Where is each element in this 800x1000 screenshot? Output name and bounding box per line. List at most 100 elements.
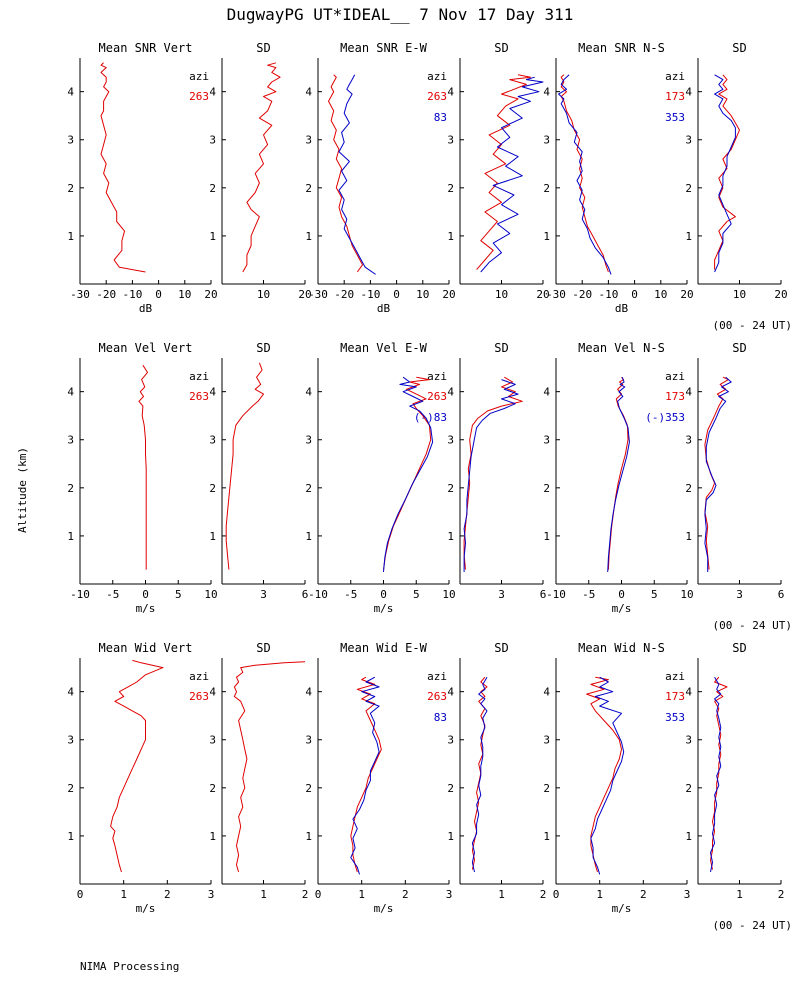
panel-2-2-ytick-label: 2 [209, 482, 216, 495]
panel-1-3-xtick-label: 0 [393, 288, 400, 301]
panel-1-3-xtick-label: -10 [360, 288, 380, 301]
panel-2-3-ytick-label: 4 [305, 386, 312, 399]
panel-2-1-title: Mean Vel Vert [99, 341, 193, 355]
panel-2-4-xtick-label: 3 [498, 588, 505, 601]
panel-2-5-title: Mean Vel N-S [578, 341, 665, 355]
panel-2-4-ytick-label: 2 [447, 482, 454, 495]
panel-2-5-xtick-label: -10 [546, 588, 566, 601]
panel-1-2-series-red [242, 62, 281, 273]
time-range-row-1: (00 - 24 UT) [713, 319, 792, 332]
panel-3-2-ytick-label: 3 [209, 734, 216, 747]
panel-2-6: SD 1 2 3 4 3 6 [685, 341, 784, 601]
panel-1-4-ytick-label: 3 [447, 134, 454, 147]
panel-2-6-ytick-label: 4 [685, 386, 692, 399]
panel-3-5-xtick-label: 1 [596, 888, 603, 901]
panel-1-3-xtick-label: -30 [308, 288, 328, 301]
panel-2-2: SD 1 2 3 4 3 6 [209, 341, 308, 601]
panel-3-3-xtick-label: 1 [358, 888, 365, 901]
panel-2-3-xtick-label: 10 [442, 588, 455, 601]
panel-3-5-ytick-label: 1 [543, 830, 550, 843]
panel-2-4-ytick-label: 4 [447, 386, 454, 399]
panel-1-3-ytick-label: 3 [305, 134, 312, 147]
panel-2-4-ytick-label: 3 [447, 434, 454, 447]
panel-2-1-azi-header: azi [189, 370, 209, 383]
panel-1-3-ytick-label: 1 [305, 230, 312, 243]
panel-1-1-ytick-label: 2 [67, 182, 74, 195]
panel-1-3-azi-header: azi [427, 70, 447, 83]
panel-1-2-xtick-label: 20 [298, 288, 311, 301]
panel-2-1-series-red [138, 364, 148, 570]
panel-1-4-series-red [476, 74, 531, 270]
panel-1-1-azi-red: 263 [189, 90, 209, 103]
time-range-row-3: (00 - 24 UT) [713, 919, 792, 932]
panel-2-6-ytick-label: 1 [685, 530, 692, 543]
panel-2-2-title: SD [256, 341, 270, 355]
panel-2-3-xtick-label: -5 [344, 588, 357, 601]
panel-3-6-series-red [710, 676, 728, 870]
panel-1-5-title: Mean SNR N-S [578, 41, 665, 55]
panel-2-2-ytick-label: 3 [209, 434, 216, 447]
panel-1-1-xtick-label: -20 [96, 288, 116, 301]
panel-3-5-xtick-label: 0 [553, 888, 560, 901]
panel-3-3-ytick-label: 1 [305, 830, 312, 843]
panel-3-4-xtick-label: 1 [498, 888, 505, 901]
panel-3-5-title: Mean Wid N-S [578, 641, 665, 655]
panel-2-5-ytick-label: 1 [543, 530, 550, 543]
panel-1-4-xtick-label: 20 [536, 288, 549, 301]
panel-3-2-xtick-label: 2 [302, 888, 309, 901]
panel-3-3-ytick-label: 4 [305, 686, 312, 699]
panel-3-1-azi-header: azi [189, 670, 209, 683]
panel-3-4-ytick-label: 1 [447, 830, 454, 843]
panel-3-6-title: SD [732, 641, 746, 655]
panel-3-3-xtick-label: 0 [315, 888, 322, 901]
panel-1-5-xtick-label: -30 [546, 288, 566, 301]
panel-2-2-xtick-label: 6 [302, 588, 309, 601]
panel-2-4-title: SD [494, 341, 508, 355]
panel-2-6-series-blue [704, 376, 732, 572]
panel-3-1-azi-red: 263 [189, 690, 209, 703]
panel-1-1: Mean SNR Vert 1 2 3 4 -30 -20 -10 0 10 20 dB azi 263 [67, 41, 217, 315]
panel-3-1-xtick-label: 1 [120, 888, 127, 901]
panel-3-4-title: SD [494, 641, 508, 655]
panel-1-5-series-blue [558, 74, 612, 275]
panel-2-5-series-red [607, 376, 629, 570]
panel-2-2-ytick-label: 1 [209, 530, 216, 543]
panel-1-1-ytick-label: 4 [67, 86, 74, 99]
panel-1-2-ytick-label: 3 [209, 134, 216, 147]
panel-1-3-azi-red: 263 [427, 90, 447, 103]
panel-2-1-xtick-label: 0 [142, 588, 149, 601]
panel-3-4-series-blue [471, 676, 488, 873]
panel-1-5-azi-header: azi [665, 70, 685, 83]
panel-1-3-ytick-label: 4 [305, 86, 312, 99]
panel-3-4-ytick-label: 2 [447, 782, 454, 795]
panel-1-5-xtick-label: 0 [631, 288, 638, 301]
panel-3-3-ytick-label: 3 [305, 734, 312, 747]
panel-1-4: SD 1 2 3 4 10 20 [447, 41, 549, 301]
panel-3-2-title: SD [256, 641, 270, 655]
panel-3-6-xtick-label: 1 [736, 888, 743, 901]
panel-2-3-series-red [383, 376, 432, 570]
panel-3-3-azi-header: azi [427, 670, 447, 683]
panel-2-3-xlabel: m/s [374, 602, 394, 615]
panel-3-4-ytick-label: 3 [447, 734, 454, 747]
panel-1-6-ytick-label: 3 [685, 134, 692, 147]
panel-1-3-title: Mean SNR E-W [340, 41, 427, 55]
panel-3-1-ytick-label: 2 [67, 782, 74, 795]
panel-3-6-series-blue [710, 676, 722, 873]
panel-2-4: SD 1 2 3 4 3 6 [447, 341, 546, 601]
panel-2-1-azi-red: 263 [189, 390, 209, 403]
panel-3-6-xtick-label: 2 [778, 888, 785, 901]
panel-3-1-series-red [110, 659, 164, 873]
panel-2-4-series-red [463, 376, 523, 570]
panel-3-5-azi-header: azi [665, 670, 685, 683]
panel-1-1-ytick-label: 1 [67, 230, 74, 243]
panel-2-6-ytick-label: 2 [685, 482, 692, 495]
panel-2-5-xlabel: m/s [612, 602, 632, 615]
panel-3-2-xtick-label: 1 [260, 888, 267, 901]
panel-2-1: Mean Vel Vert 1 2 3 4 -10 -5 0 5 10 m/s azi 263 [67, 341, 217, 615]
panel-3-3-xlabel: m/s [374, 902, 394, 915]
panel-1-3: Mean SNR E-W 1 2 3 4 -30 -20 -10 0 10 20 dB azi 263 83 [305, 41, 455, 315]
panel-3-3-series-blue [350, 676, 380, 875]
